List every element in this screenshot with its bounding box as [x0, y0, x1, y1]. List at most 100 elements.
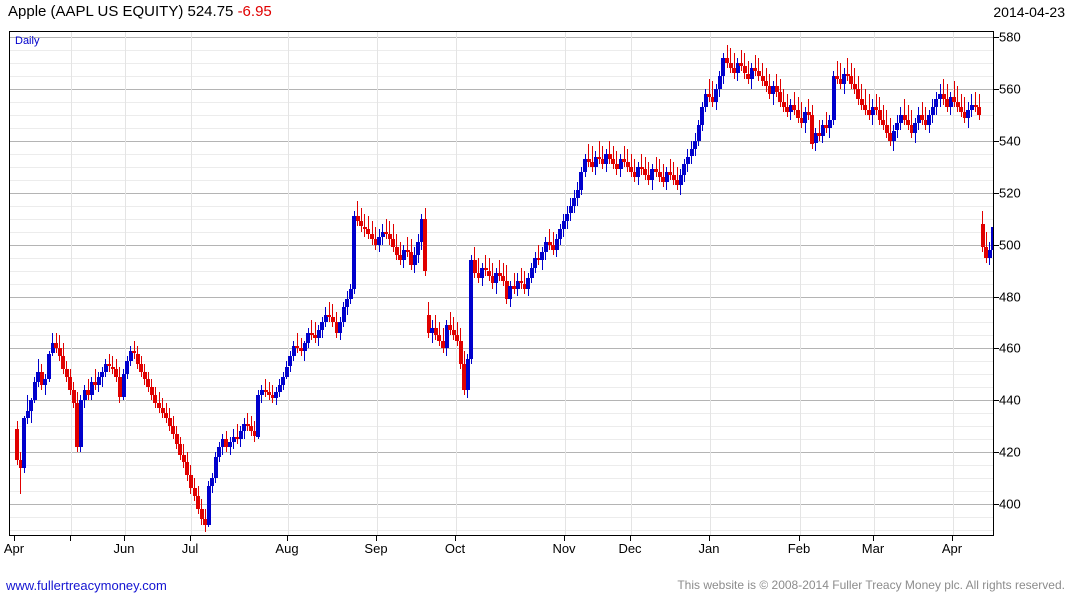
candle-body	[849, 76, 854, 84]
vertical-gridlines	[10, 32, 993, 535]
candle-body	[29, 400, 34, 411]
x-axis-label: Jun	[113, 541, 135, 556]
y-axis-tick	[994, 400, 999, 402]
candle-body	[252, 431, 257, 437]
candle-wick	[776, 73, 778, 97]
candle-body	[263, 389, 268, 393]
candle-body	[540, 252, 545, 261]
gridline-minor	[10, 490, 993, 492]
candle-wick	[747, 60, 749, 84]
candle-body	[25, 410, 30, 419]
candle-wick	[744, 52, 746, 79]
candle-body	[192, 488, 197, 497]
candle-body	[384, 231, 389, 235]
x-axis-label: Nov	[552, 541, 576, 556]
candle-body	[405, 249, 410, 253]
candle-body	[36, 371, 41, 383]
candle-body	[938, 94, 942, 100]
candle-wick	[765, 68, 767, 92]
candle-body	[568, 205, 573, 214]
candle-body	[366, 229, 371, 235]
gridline-major	[10, 348, 993, 350]
candle-body	[700, 107, 705, 126]
candle-body	[103, 363, 108, 372]
candle-wick	[162, 397, 163, 419]
candle-body	[558, 229, 563, 240]
candle-body	[664, 172, 669, 183]
candle-body	[618, 159, 623, 170]
candle-body	[639, 166, 644, 170]
candle-body	[682, 164, 687, 175]
candle-body	[228, 441, 232, 447]
candle-wick	[311, 319, 313, 341]
x-axis-tick	[190, 536, 191, 541]
gridline-minor	[10, 361, 993, 363]
candle-wick	[314, 322, 316, 344]
candle-wick	[396, 234, 398, 261]
candle-body	[984, 247, 989, 258]
candle-wick	[456, 322, 458, 346]
candle-wick	[854, 68, 856, 95]
candle-body	[710, 96, 715, 102]
x-axis-tick	[952, 536, 953, 541]
candle-wick	[598, 140, 600, 165]
candle-body	[611, 159, 616, 165]
candle-body	[416, 242, 421, 255]
y-axis-tick	[994, 140, 999, 142]
candle-body	[89, 382, 94, 395]
candle-body	[629, 166, 634, 172]
candle-body	[448, 325, 453, 331]
candle-body	[696, 125, 701, 141]
candle-wick	[616, 151, 618, 175]
candle-body	[302, 343, 307, 351]
candle-wick	[399, 242, 401, 266]
candle-body	[82, 389, 87, 401]
candle-body	[934, 99, 939, 108]
candle-wick	[328, 301, 330, 323]
candle-body	[114, 369, 119, 377]
candle-body	[806, 112, 811, 115]
candle-body	[838, 78, 843, 84]
candle-body	[107, 363, 112, 367]
candle-wick	[20, 452, 22, 494]
candle-body	[128, 350, 133, 362]
candle-body	[437, 335, 442, 341]
candle-body	[394, 247, 399, 255]
candle-body	[714, 89, 719, 102]
candle-wick	[524, 270, 526, 294]
candle-body	[309, 332, 314, 336]
x-axis-tick	[630, 536, 631, 541]
site-link[interactable]: www.fullertreacymoney.com	[6, 578, 167, 593]
candle-wick	[296, 332, 298, 354]
candle-wick	[360, 208, 362, 232]
candle-wick	[332, 304, 334, 328]
candle-wick	[712, 81, 714, 108]
candle-body	[327, 314, 332, 318]
candle-wick	[94, 369, 96, 390]
x-axis-label: Apr	[941, 541, 963, 556]
candle-wick	[357, 200, 359, 227]
candle-wick	[612, 146, 614, 170]
y-axis-label: 540	[999, 133, 1021, 149]
candle-wick	[648, 161, 650, 185]
candle-wick	[627, 148, 629, 172]
candle-body	[15, 428, 19, 460]
candle-body	[817, 133, 822, 136]
candle-wick	[438, 322, 440, 346]
candle-body	[852, 83, 857, 90]
price-plot-area[interactable]: Daily	[9, 31, 994, 536]
candle-wick	[630, 153, 632, 178]
candle-body	[685, 156, 690, 165]
candle-body	[906, 120, 910, 126]
candle-wick	[850, 63, 852, 89]
gridline-month	[631, 32, 632, 535]
candle-body	[373, 239, 378, 245]
candle-wick	[634, 159, 636, 183]
candle-wick	[389, 221, 391, 245]
candle-body	[338, 322, 343, 333]
gridline-minor	[10, 218, 993, 220]
gridline-minor	[10, 102, 993, 103]
candle-wick	[609, 140, 611, 165]
candle-wick	[588, 143, 589, 167]
candle-body	[54, 343, 58, 349]
